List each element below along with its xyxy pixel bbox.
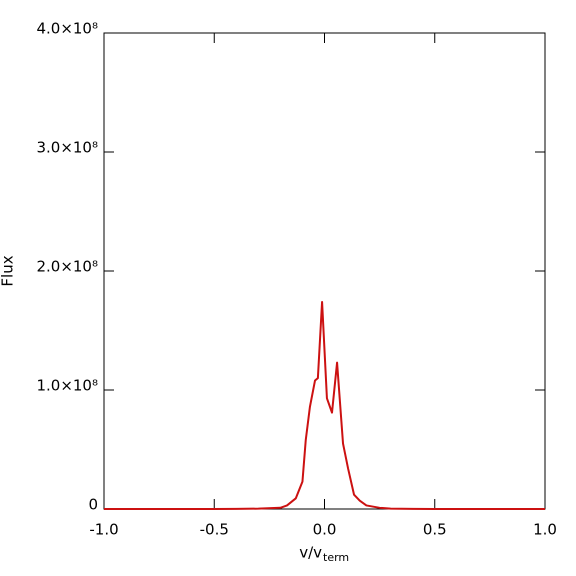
x-tick-label: -1.0 xyxy=(89,521,118,539)
x-axis-label-subscript: term xyxy=(323,551,349,564)
y-tick-label: 4.0×10⁸ xyxy=(36,20,98,38)
y-axis-label: Flux xyxy=(0,255,17,286)
y-tick-label: 1.0×10⁸ xyxy=(36,377,98,395)
x-tick-label: 0.0 xyxy=(313,521,337,539)
x-tick-label: 0.5 xyxy=(423,521,447,539)
y-tick-label: 0 xyxy=(88,496,98,514)
x-axis-label: v/v xyxy=(299,544,322,562)
data-line xyxy=(104,300,545,510)
y-tick-label: 2.0×10⁸ xyxy=(36,258,98,276)
x-tick-label: 1.0 xyxy=(533,521,557,539)
plot-frame xyxy=(103,32,546,510)
x-tick-label: -0.5 xyxy=(200,521,229,539)
y-tick-label: 3.0×10⁸ xyxy=(36,139,98,157)
